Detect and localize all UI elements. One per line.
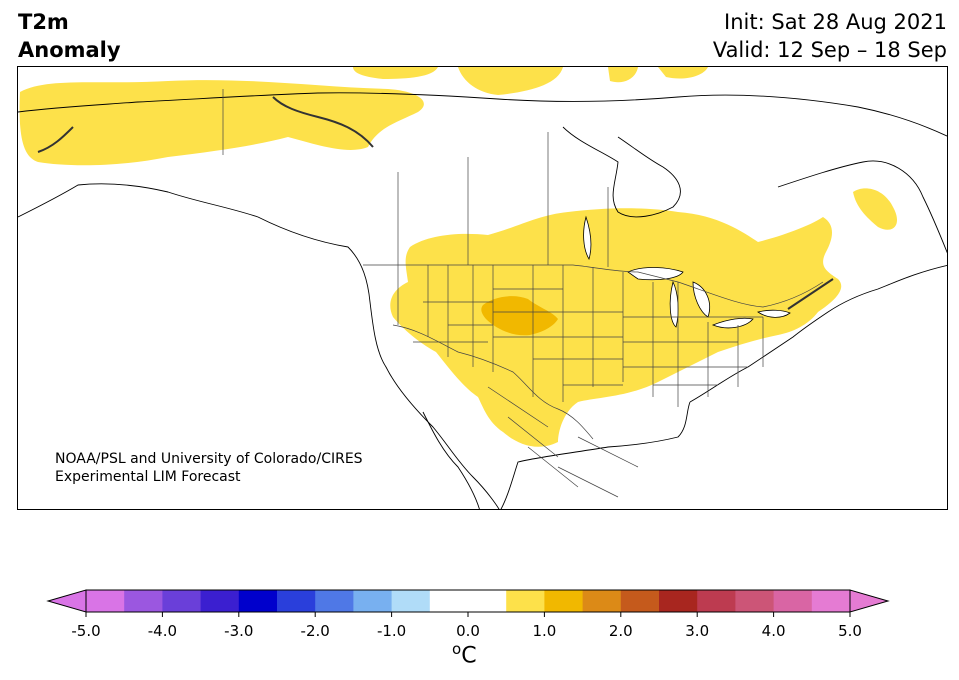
us-states-west: [397, 265, 494, 372]
coastline-arctic: [18, 92, 947, 137]
coastline-atlantic: [689, 265, 947, 403]
anomaly-area-arctic-islands: [353, 67, 708, 95]
great-lakes: [583, 215, 791, 329]
anomaly-area-labrador: [853, 188, 898, 230]
lake-winnipeg: [583, 215, 592, 260]
map-title-line1: T2m: [18, 10, 69, 34]
colorbar-bin: [353, 590, 393, 612]
mexico-states: [487, 386, 639, 498]
coastline-gulf: [500, 401, 691, 509]
map-canvas: [18, 67, 947, 509]
lake-superior: [627, 267, 684, 281]
unit-symbol: C: [461, 643, 477, 669]
colorbar-bin: [86, 590, 125, 612]
colorbar-bin: [391, 590, 431, 612]
colorbar-bin: [506, 590, 545, 612]
colorbar-bin: [238, 590, 278, 612]
hudson-river-lines: [37, 96, 834, 310]
colorbar-bin: [659, 590, 698, 612]
valid-date-label: Valid: 12 Sep – 18 Sep: [712, 38, 947, 62]
colorbar-tick-label: 2.0: [609, 622, 633, 640]
forecast-credit: NOAA/PSL and University of Colorado/CIRE…: [55, 450, 363, 486]
credit-line2: Experimental LIM Forecast: [55, 469, 241, 485]
colorbar-bin: [811, 590, 851, 612]
unit-superscript: o: [452, 640, 462, 658]
yukon-river: [37, 126, 74, 153]
us-mexico-border: [392, 324, 594, 440]
anomaly-fill-weak: [19, 67, 898, 447]
colorbar-tick-label: 1.0: [532, 622, 556, 640]
st-lawrence-river: [787, 278, 834, 310]
lake-michigan: [669, 280, 679, 328]
coastline-labrador: [777, 160, 947, 254]
credit-line1: NOAA/PSL and University of Colorado/CIRE…: [55, 451, 363, 467]
colorbar-bin: [582, 590, 622, 612]
us-states-central: [493, 265, 624, 402]
map-title: T2m Anomaly: [18, 8, 121, 64]
colorbar-bins: [46, 589, 890, 613]
canada-provinces: [397, 132, 609, 267]
lake-erie: [711, 317, 754, 329]
colorbar-bin: [200, 590, 240, 612]
colorbar-arrow-low: [46, 589, 87, 613]
us-canada-border: [363, 264, 824, 308]
forecast-dates: Init: Sat 28 Aug 2021 Valid: 12 Sep – 18…: [713, 8, 947, 64]
lake-ontario: [757, 309, 791, 318]
colorbar-tick-label: -2.0: [301, 622, 330, 640]
colorbar-ticks: -5.0 -4.0 -3.0 -2.0 -1.0 0.0 1.0 2.0 3.0 4.0 5.0: [71, 612, 862, 640]
anomaly-map: [17, 66, 948, 510]
colorbar-tick-label: -5.0: [71, 622, 100, 640]
colorbar-arrow-high: [849, 589, 890, 613]
colorbar-bin: [697, 590, 736, 612]
mackenzie-river: [272, 96, 374, 148]
colorbar-tick-label: -4.0: [148, 622, 177, 640]
colorbar-bin: [735, 590, 775, 612]
coastline-hudson: [562, 126, 681, 218]
anomaly-fill-moderate: [481, 296, 558, 336]
map-title-line2: Anomaly: [18, 38, 121, 62]
colorbar-tick-label: 0.0: [456, 622, 480, 640]
colorbar-tick-label: 5.0: [838, 622, 862, 640]
colorbar-bin: [315, 590, 354, 612]
us-states-east: [623, 282, 764, 407]
colorbar-unit-label: oC: [452, 640, 477, 668]
colorbar-bin: [773, 590, 813, 612]
init-date-label: Init: Sat 28 Aug 2021: [724, 10, 947, 34]
colorbar-bin: [544, 590, 584, 612]
colorbar-bin: [277, 590, 316, 612]
colorbar-tick-label: 3.0: [685, 622, 709, 640]
colorbar-tick-label: -1.0: [377, 622, 406, 640]
colorbar-bin: [468, 590, 507, 612]
political-borders: [222, 89, 824, 498]
colorbar-tick-label: 4.0: [762, 622, 786, 640]
anomaly-area-colorado-wyoming: [481, 296, 558, 336]
coastlines: [18, 92, 947, 509]
colorbar-bin: [429, 590, 469, 612]
colorbar-tick-label: -3.0: [224, 622, 253, 640]
colorbar-bin: [620, 590, 660, 612]
anomaly-area-alaska-yukon: [19, 80, 424, 166]
coastline-west: [18, 183, 500, 509]
colorbar-bin: [124, 590, 163, 612]
coastline-baja: [422, 411, 480, 509]
anomaly-area-central-us: [390, 208, 842, 447]
colorbar-bin: [162, 590, 202, 612]
